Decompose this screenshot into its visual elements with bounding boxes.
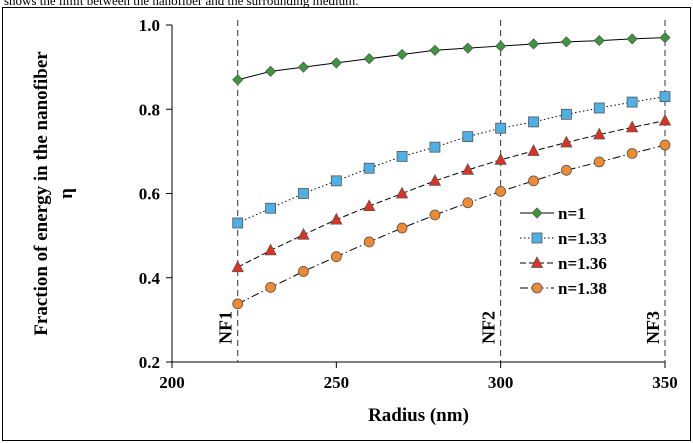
radius-marker-label: NF1	[216, 311, 236, 344]
series-n-1-33	[232, 91, 671, 229]
data-point	[232, 298, 244, 310]
data-point	[494, 152, 507, 165]
data-point	[265, 202, 277, 214]
data-point	[528, 116, 539, 128]
data-point	[363, 199, 376, 212]
legend-label: n=1.36	[558, 254, 607, 273]
legend-label: n=1	[558, 204, 586, 223]
x-axis-title: Radius (nm)	[368, 405, 469, 426]
data-point	[429, 141, 441, 153]
data-point	[330, 251, 342, 263]
series-line	[237, 96, 666, 224]
y-tick-label: 0.4	[139, 269, 161, 288]
data-point	[232, 217, 244, 229]
data-point	[658, 113, 672, 126]
y-tick-label: 1.0	[139, 16, 160, 35]
data-point	[527, 144, 540, 156]
x-tick-label: 300	[488, 373, 514, 392]
legend-label: n=1.33	[558, 229, 607, 248]
axes: 0.2 0.4 0.6 0.8 1.0 200 250 300 350	[139, 16, 678, 392]
chart-frame	[2, 7, 691, 441]
data-point	[561, 108, 572, 120]
series-line	[237, 144, 666, 305]
data-point	[330, 212, 343, 225]
data-point	[461, 163, 474, 175]
data-point	[363, 162, 375, 174]
data-point	[429, 44, 441, 56]
data-point	[659, 32, 671, 44]
data-point	[395, 186, 409, 199]
data-point	[429, 209, 441, 221]
legend-label: n=1.38	[558, 279, 607, 298]
data-point	[462, 42, 474, 54]
data-point	[428, 174, 442, 186]
data-point	[396, 48, 408, 61]
data-point	[232, 74, 244, 86]
data-point	[659, 91, 671, 103]
radius-marker-label: NF2	[479, 311, 499, 344]
x-tick-label: 250	[324, 373, 350, 392]
data-point	[396, 151, 408, 162]
figure-caption: shows the limit between the nanofiber an…	[4, 0, 359, 8]
y-tick-label: 0.8	[139, 100, 160, 119]
data-point	[264, 243, 277, 256]
data-point	[462, 197, 474, 209]
data-point	[593, 156, 605, 168]
x-tick-label: 350	[652, 373, 678, 392]
y-axis-symbol: η	[56, 188, 77, 199]
series-n-1	[232, 32, 671, 86]
series-group	[231, 32, 672, 310]
data-point	[527, 38, 540, 50]
legend-item: n=1.33	[520, 229, 607, 248]
legend-item: n=1.38	[520, 279, 607, 298]
series-line	[237, 120, 666, 268]
y-tick-label: 0.2	[139, 353, 160, 372]
data-point	[462, 131, 474, 143]
data-point	[531, 207, 543, 219]
data-point	[495, 122, 507, 134]
data-point	[298, 188, 309, 199]
data-point	[330, 57, 342, 69]
data-point	[528, 175, 539, 187]
data-point	[626, 96, 638, 108]
data-point	[265, 65, 277, 77]
data-point	[531, 282, 543, 294]
data-point	[495, 185, 507, 197]
data-point	[530, 256, 544, 268]
data-point	[626, 33, 638, 45]
legend-item: n=1	[520, 204, 586, 223]
radius-markers: NF1 NF2 NF3	[216, 20, 666, 362]
data-point	[593, 102, 605, 114]
x-tick-label: 200	[159, 373, 185, 392]
series-n-1-38	[232, 139, 671, 310]
data-point	[531, 232, 543, 244]
y-axis-title: Fraction of energy in the nanofiber	[31, 51, 52, 336]
data-point	[593, 35, 605, 47]
data-point	[265, 282, 277, 293]
data-point	[495, 40, 507, 52]
series-line	[237, 37, 666, 81]
radius-marker-label: NF3	[643, 311, 663, 344]
legend-item: n=1.36	[520, 254, 607, 273]
data-point	[363, 53, 375, 65]
data-point	[330, 175, 342, 187]
data-point	[396, 222, 408, 234]
data-point	[363, 236, 375, 248]
data-point	[298, 266, 309, 277]
legend: n=1 n=1.33 n=1.36 n=1.38	[520, 204, 607, 298]
data-point	[231, 260, 244, 273]
data-point	[561, 164, 572, 176]
data-point	[297, 227, 310, 240]
data-point	[593, 127, 606, 140]
data-point	[626, 148, 638, 159]
data-point	[560, 135, 573, 148]
data-point	[625, 120, 639, 133]
data-point	[560, 36, 572, 48]
series-n-1-36	[231, 113, 672, 273]
y-tick-label: 0.6	[139, 185, 160, 204]
data-point	[659, 139, 671, 151]
data-point	[297, 61, 310, 73]
